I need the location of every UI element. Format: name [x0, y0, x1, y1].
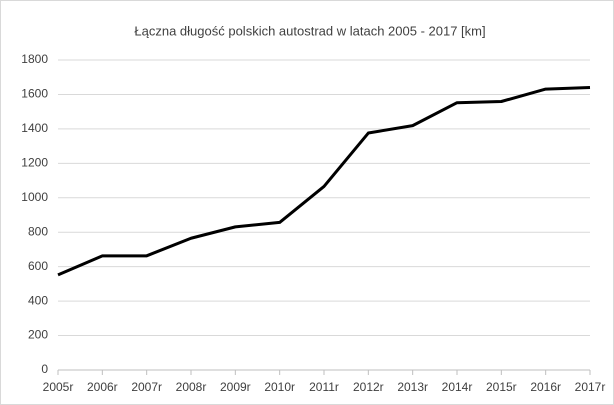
x-tick-label: 2005r: [43, 380, 74, 394]
y-tick-label: 1600: [21, 87, 48, 101]
chart-title: Łączna długość polskich autostrad w lata…: [134, 23, 485, 38]
x-tick-label: 2017r: [575, 380, 606, 394]
y-tick-label: 1400: [21, 121, 48, 135]
x-tick-label: 2014r: [442, 380, 473, 394]
y-tick-label: 1200: [21, 156, 48, 170]
x-tick-label: 2009r: [220, 380, 251, 394]
x-tick-label: 2007r: [131, 380, 162, 394]
y-tick-label: 800: [28, 224, 48, 238]
y-tick-label: 400: [28, 293, 48, 307]
y-tick-label: 200: [28, 328, 48, 342]
x-tick-label: 2010r: [264, 380, 295, 394]
x-tick-label: 2016r: [530, 380, 561, 394]
x-tick-label: 2008r: [176, 380, 207, 394]
x-tick-label: 2006r: [87, 380, 118, 394]
y-tick-label: 600: [28, 259, 48, 273]
y-tick-label: 0: [41, 362, 48, 376]
x-tick-label: 2012r: [353, 380, 384, 394]
x-tick-label: 2015r: [486, 380, 517, 394]
y-tick-label: 1800: [21, 52, 48, 66]
x-tick-label: 2013r: [397, 380, 428, 394]
x-tick-label: 2011r: [309, 380, 339, 394]
y-tick-label: 1000: [21, 190, 48, 204]
data-line: [57, 86, 591, 277]
